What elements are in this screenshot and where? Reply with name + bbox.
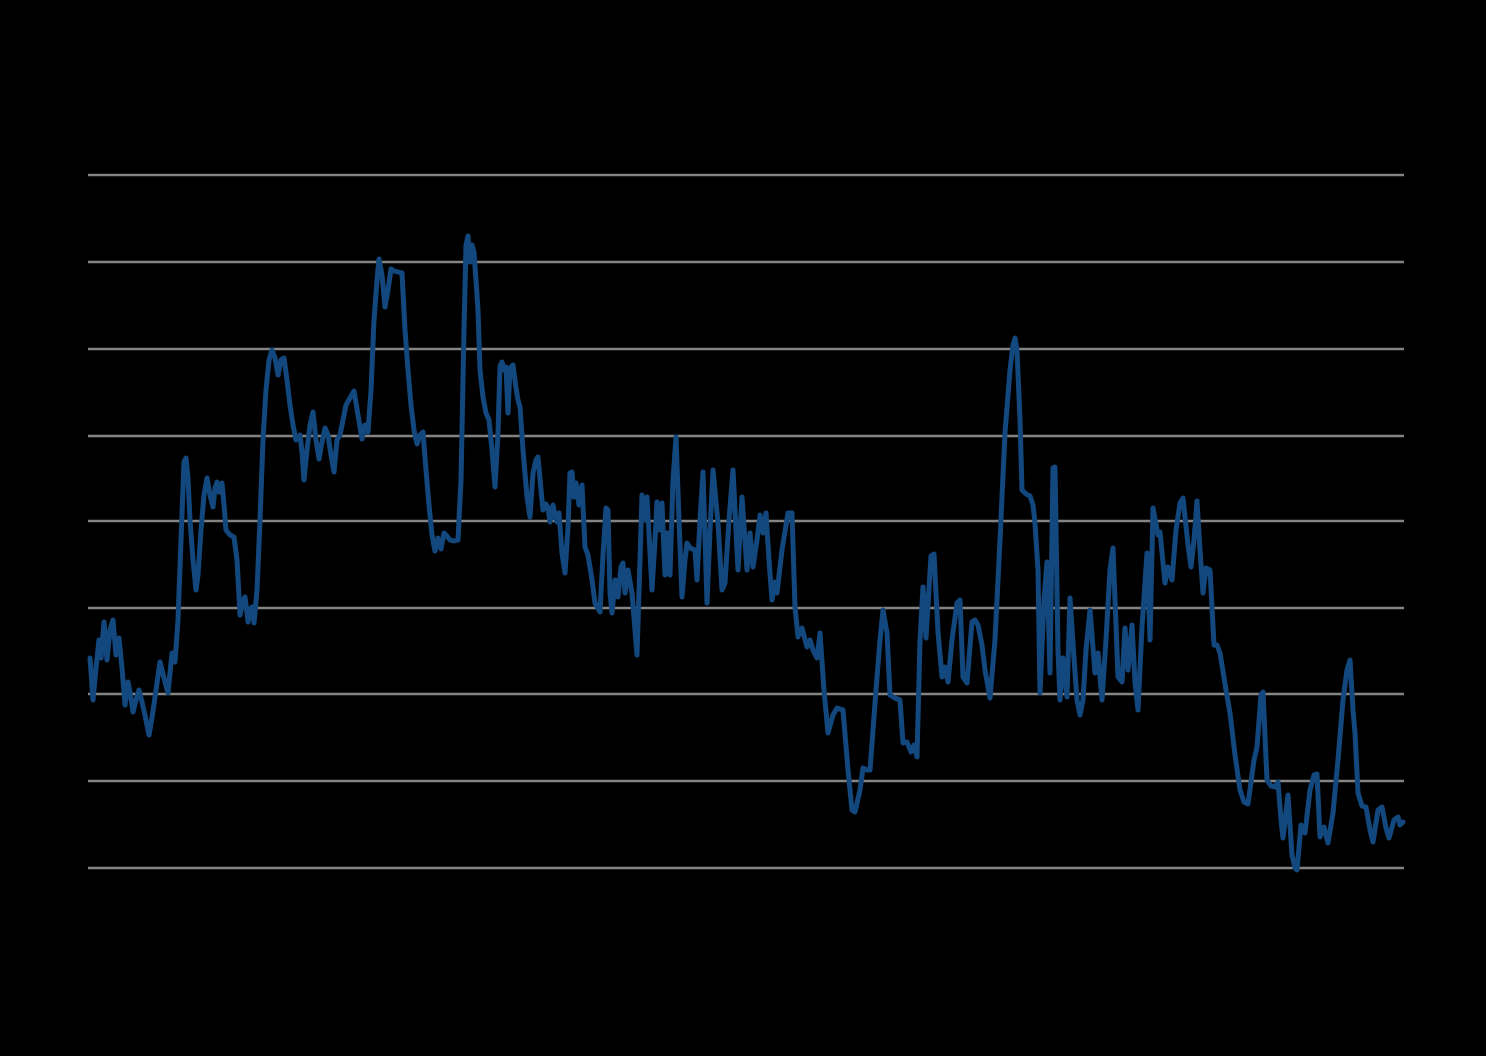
data-series-line (87, 233, 1406, 873)
